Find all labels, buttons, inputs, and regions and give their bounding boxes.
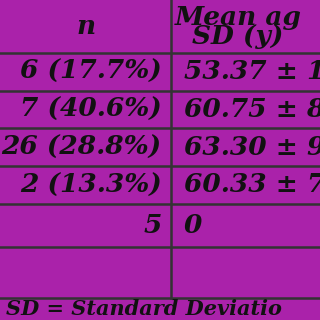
- Text: 2 (13.3%): 2 (13.3%): [20, 172, 162, 197]
- Text: SD (y): SD (y): [192, 24, 284, 50]
- Text: n: n: [76, 14, 95, 39]
- Text: 60.33 ± 7: 60.33 ± 7: [184, 172, 320, 197]
- Text: Mean ag: Mean ag: [175, 5, 302, 30]
- Text: 0: 0: [184, 213, 202, 238]
- Text: SD = Standard Deviatio: SD = Standard Deviatio: [6, 299, 282, 319]
- Text: 5: 5: [143, 213, 162, 238]
- Text: 26 (28.8%): 26 (28.8%): [2, 135, 162, 160]
- Text: 7 (40.6%): 7 (40.6%): [20, 97, 162, 122]
- Text: 53.37 ± 1: 53.37 ± 1: [184, 59, 320, 84]
- Text: 63.30 ± 9: 63.30 ± 9: [184, 135, 320, 160]
- Text: 6 (17.7%): 6 (17.7%): [20, 59, 162, 84]
- Text: 60.75 ± 8: 60.75 ± 8: [184, 97, 320, 122]
